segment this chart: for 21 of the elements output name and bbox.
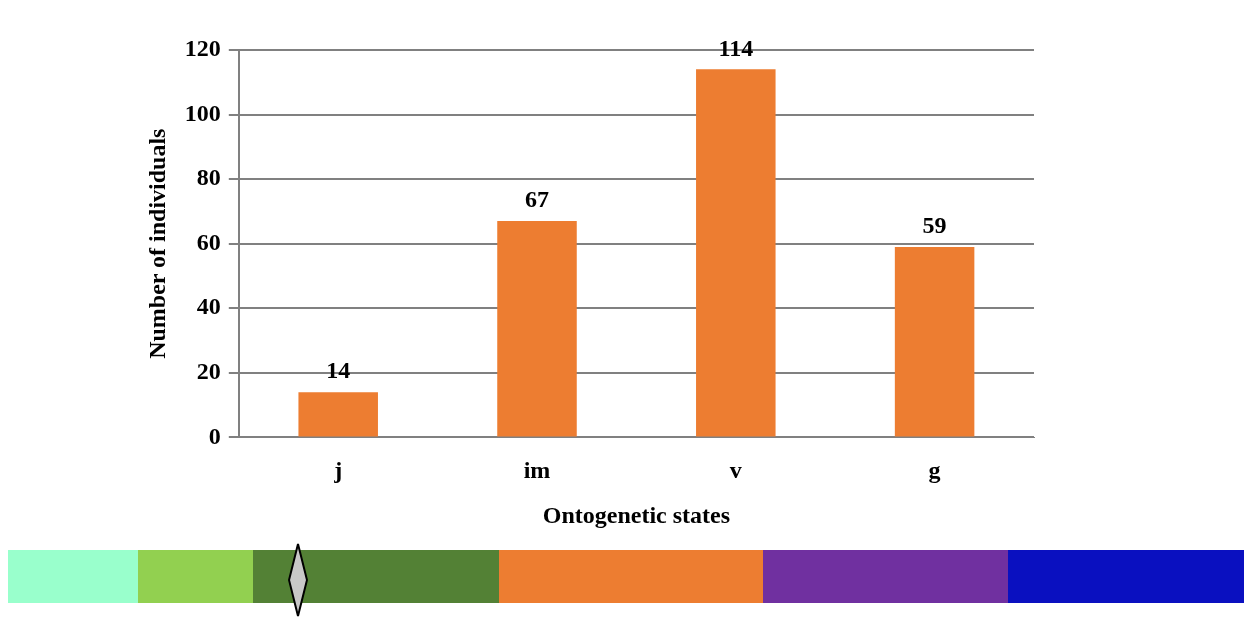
y-tick-label: 20 [196, 358, 221, 385]
x-tick-label: j [333, 457, 343, 483]
y-tick-label: 100 [184, 99, 221, 126]
bar [497, 221, 577, 437]
bar [298, 392, 378, 437]
y-tick-label: 0 [208, 422, 221, 449]
y-axis-title: Number of individuals [143, 128, 170, 359]
data-label: 114 [718, 34, 754, 61]
y-tick-label: 40 [196, 293, 221, 320]
x-tick-label: v [729, 457, 742, 483]
bar [696, 69, 776, 437]
data-label: 59 [922, 212, 947, 239]
data-label: 67 [525, 186, 549, 213]
data-label: 14 [326, 357, 351, 384]
x-tick-label: im [523, 457, 551, 483]
y-tick-label: 80 [196, 164, 221, 191]
bar [894, 246, 975, 437]
x-axis-title: Ontogenetic states [542, 501, 731, 528]
y-tick-label: 120 [184, 35, 221, 62]
y-tick-label: 60 [196, 228, 221, 255]
x-tick-label: g [928, 457, 941, 483]
